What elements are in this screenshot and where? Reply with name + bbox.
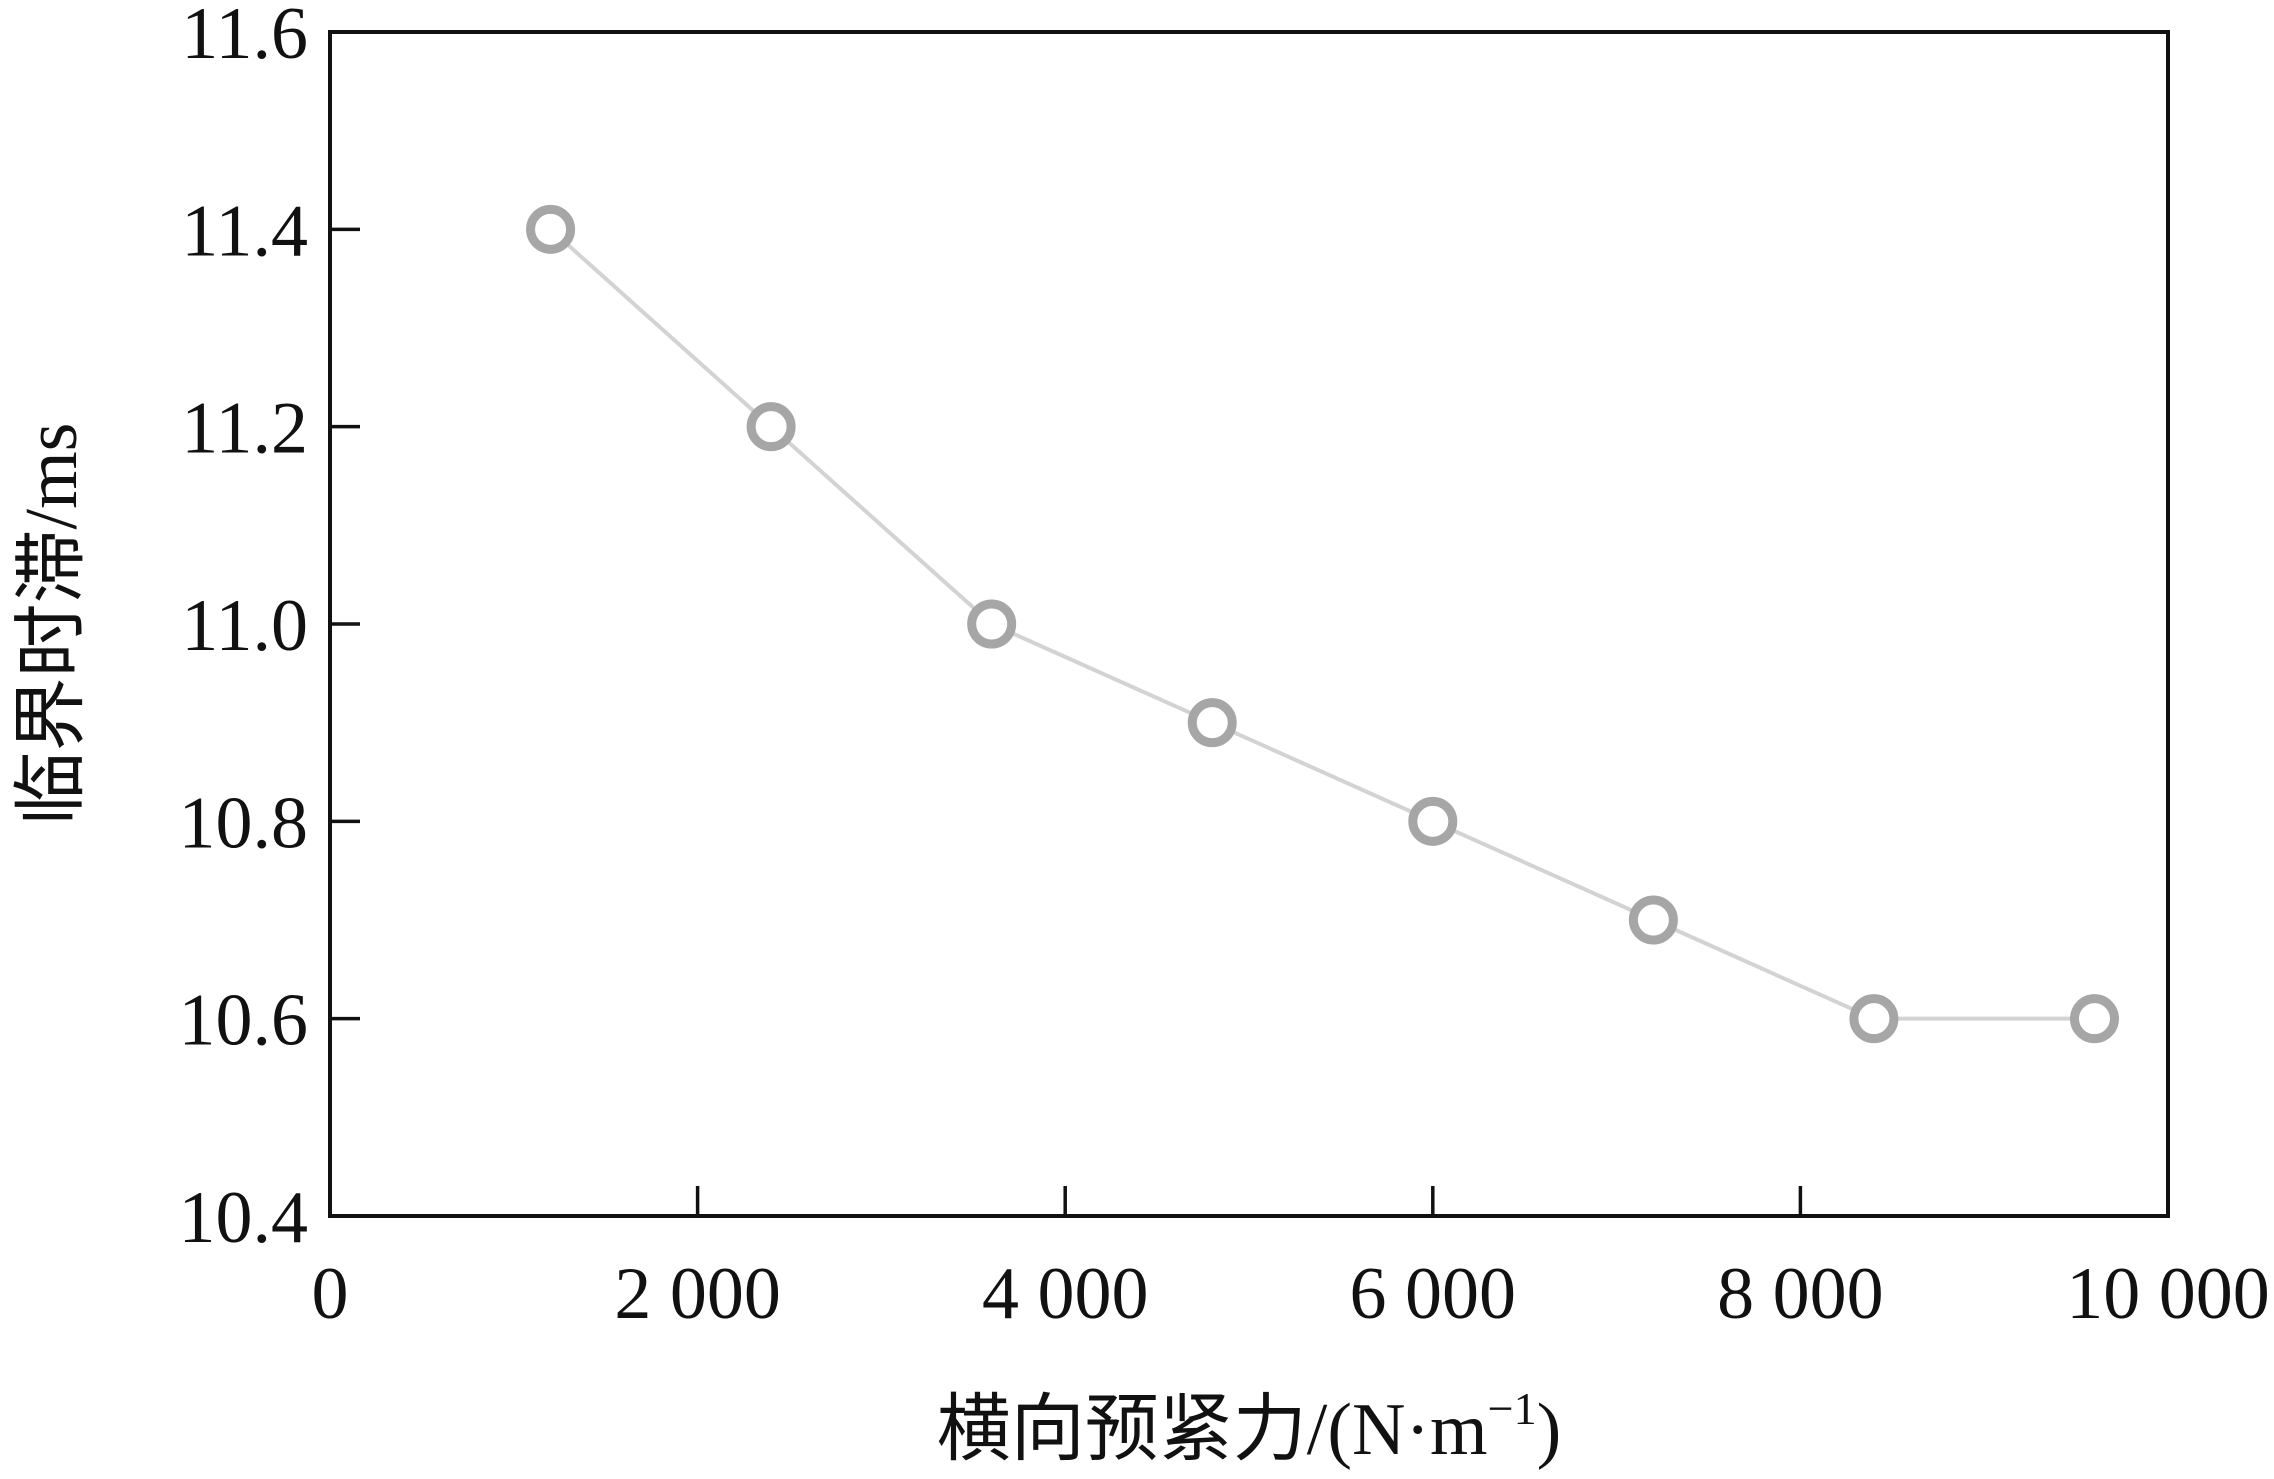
data-point — [1849, 994, 1899, 1044]
x-tick-label: 2 000 — [614, 1253, 781, 1335]
y-tick-label: 10.6 — [179, 980, 309, 1062]
series-line — [549, 227, 2095, 1021]
x-tick-label: 8 000 — [1717, 1253, 1884, 1335]
y-tick-label: 10.4 — [179, 1177, 309, 1259]
y-tick-label: 11.2 — [181, 388, 308, 470]
y-tick-label: 11.4 — [181, 190, 308, 272]
axis-ticks — [330, 227, 1803, 1216]
y-tick-label: 11.0 — [181, 585, 308, 667]
data-point — [1408, 796, 1458, 846]
x-tick-label: 6 000 — [1350, 1253, 1517, 1335]
data-point — [746, 402, 796, 452]
plot-area-frame — [328, 30, 2170, 1218]
data-points — [526, 204, 2119, 1044]
x-axis-title: 横向预紧力/(N·m−1) — [937, 1383, 1561, 1471]
x-tick-label: 4 000 — [982, 1253, 1149, 1335]
series-polyline — [549, 227, 2095, 1021]
data-point — [526, 204, 576, 254]
data-point — [967, 599, 1017, 649]
data-point — [1628, 895, 1678, 945]
y-tick-label: 11.6 — [181, 0, 308, 75]
x-tick-labels: 0 2 000 4 000 6 000 8 000 10 000 — [312, 1253, 2270, 1335]
y-axis-title: 临界时滞/ms — [11, 423, 93, 826]
y-tick-labels: 10.4 10.6 10.8 11.0 11.2 11.4 11.6 — [179, 0, 309, 1259]
data-point — [1187, 698, 1237, 748]
x-tick-label: 10 000 — [2066, 1253, 2270, 1335]
x-tick-label: 0 — [312, 1253, 349, 1335]
y-tick-label: 10.8 — [179, 782, 309, 864]
data-point — [2069, 994, 2119, 1044]
